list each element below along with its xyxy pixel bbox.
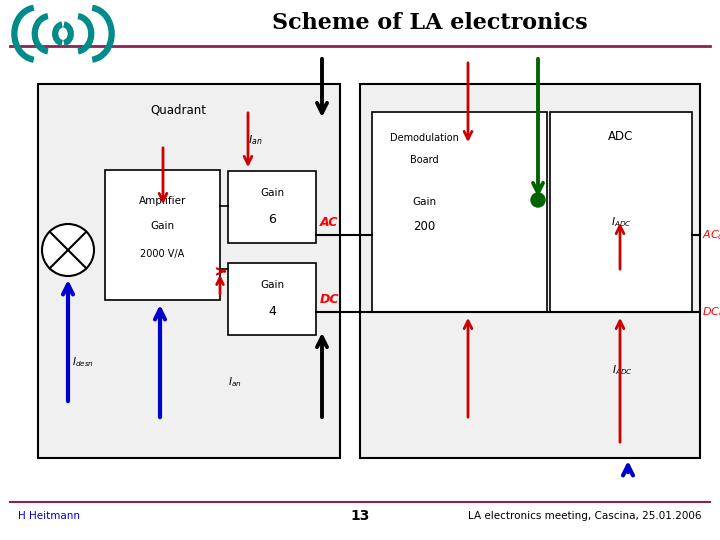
Text: $I_{ADC}$: $I_{ADC}$ — [611, 215, 631, 229]
Text: 13: 13 — [351, 509, 369, 523]
Text: $I_{an}$: $I_{an}$ — [228, 375, 242, 389]
Circle shape — [531, 193, 545, 207]
Text: Gain: Gain — [260, 187, 284, 198]
Text: $AC_{out}$: $AC_{out}$ — [702, 228, 720, 242]
Text: 6: 6 — [268, 213, 276, 226]
Text: H Heitmann: H Heitmann — [18, 511, 80, 521]
Text: $I_{an}$: $I_{an}$ — [248, 133, 263, 147]
Text: 4: 4 — [268, 306, 276, 319]
Text: LA electronics meeting, Cascina, 25.01.2006: LA electronics meeting, Cascina, 25.01.2… — [469, 511, 702, 521]
Text: 200: 200 — [413, 219, 435, 233]
Bar — [228, 171, 316, 243]
Text: Gain: Gain — [412, 197, 436, 207]
Bar — [372, 112, 547, 312]
Bar — [105, 170, 220, 300]
Bar — [38, 84, 340, 458]
Text: Gain: Gain — [150, 221, 174, 231]
Bar — [228, 263, 316, 335]
Text: $I_{ADC}$: $I_{ADC}$ — [612, 363, 632, 377]
Text: Board: Board — [410, 155, 438, 165]
Text: Scheme of LA electronics: Scheme of LA electronics — [272, 12, 588, 34]
Text: Demodulation: Demodulation — [390, 133, 459, 143]
Text: Quadrant: Quadrant — [150, 104, 206, 117]
Text: AC: AC — [320, 216, 338, 229]
Circle shape — [42, 224, 94, 276]
Bar — [550, 112, 692, 312]
Text: ADC: ADC — [608, 130, 634, 143]
Text: Amplifier: Amplifier — [139, 196, 186, 206]
Bar — [360, 84, 700, 458]
Text: 2000 V/A: 2000 V/A — [140, 249, 184, 260]
Text: DC: DC — [320, 293, 340, 306]
Text: Gain: Gain — [260, 280, 284, 289]
Text: $I_{desn}$: $I_{desn}$ — [72, 355, 94, 369]
Text: $DC_{out}$: $DC_{out}$ — [702, 305, 720, 319]
